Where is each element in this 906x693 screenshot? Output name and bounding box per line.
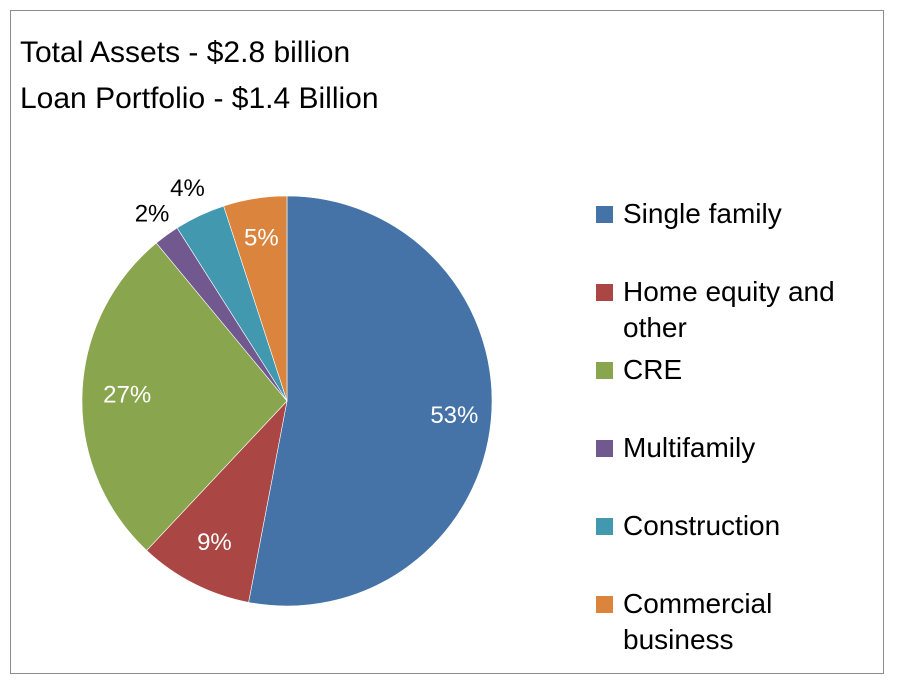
- legend-swatch: [596, 284, 613, 301]
- data-label-commercial-business: 5%: [244, 224, 279, 251]
- pie-slice-single-family: [248, 195, 493, 607]
- legend-swatch: [596, 362, 613, 379]
- chart-title-line-1: Total Assets - $2.8 billion: [20, 36, 351, 69]
- data-label-single-family: 53%: [430, 402, 478, 429]
- legend-label: Home equity and other: [623, 276, 835, 343]
- legend-swatch: [596, 206, 613, 223]
- pie-slice-cre: [81, 242, 288, 551]
- legend-label: Single family: [623, 198, 782, 229]
- legend-item-home-equity-and-other: Home equity and other: [596, 274, 871, 346]
- legend-item-construction: Construction: [596, 508, 871, 544]
- legend-label: Commercial business: [623, 588, 773, 655]
- data-label-home-equity-and-other: 9%: [197, 529, 232, 556]
- legend-swatch: [596, 440, 613, 457]
- legend-label: Construction: [623, 510, 781, 541]
- pie-slice-commercial-business: [223, 195, 288, 402]
- legend-label: CRE: [623, 354, 683, 385]
- legend-item-commercial-business: Commercial business: [596, 586, 871, 658]
- pie-slice-home-equity-and-other: [146, 400, 288, 603]
- legend-item-multifamily: Multifamily: [596, 430, 871, 466]
- legend-label: Multifamily: [623, 432, 756, 463]
- chart-title-line-2: Loan Portfolio - $1.4 Billion: [20, 82, 379, 115]
- legend-swatch: [596, 518, 613, 535]
- data-label-construction: 4%: [170, 175, 205, 202]
- legend-item-single-family: Single family: [596, 196, 871, 232]
- legend-swatch: [596, 596, 613, 613]
- data-label-cre: 27%: [103, 381, 151, 408]
- data-label-multifamily: 2%: [135, 201, 170, 228]
- chart-title: Total Assets - $2.8 billion Loan Portfol…: [20, 30, 379, 122]
- legend-item-cre: CRE: [596, 352, 871, 388]
